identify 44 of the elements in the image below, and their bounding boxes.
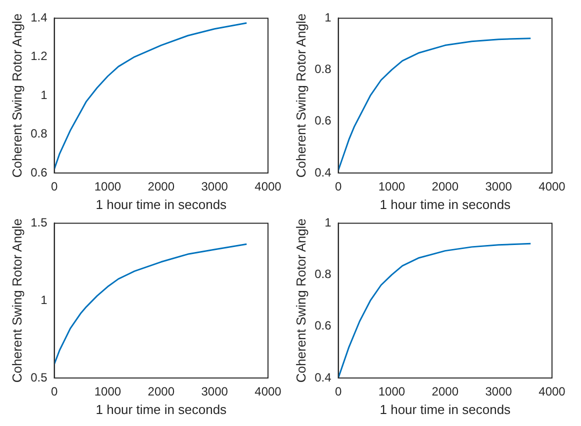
x-tick-label: 0: [50, 384, 58, 399]
y-tick-label: 0.8: [314, 267, 332, 282]
x-tick-label: 4000: [254, 180, 282, 194]
x-tick-label: 1000: [94, 180, 122, 194]
y-axis-title: Coherent Swing Rotor Angle: [293, 218, 308, 383]
y-tick-label: 0.6: [314, 114, 332, 128]
x-tick-label: 1000: [378, 384, 406, 399]
x-tick-label: 2000: [148, 180, 175, 194]
x-axis-title: 1 hour time in seconds: [96, 402, 228, 417]
x-tick-label: 1000: [94, 384, 122, 399]
y-tick-label: 1: [40, 292, 48, 307]
x-axis-title: 1 hour time in seconds: [96, 196, 228, 212]
y-tick-label: 0.6: [30, 165, 48, 180]
y-tick-label: 1.5: [30, 216, 48, 230]
x-tick-label: 0: [50, 180, 58, 194]
y-tick-label: 0.6: [314, 318, 332, 333]
y-tick-label: 0.8: [314, 62, 332, 76]
y-tick-label: 0.4: [314, 165, 332, 180]
x-tick-label: 0: [334, 180, 342, 194]
y-axis-title: Coherent Swing Rotor Angle: [9, 218, 24, 383]
y-tick-label: 0.8: [30, 126, 48, 141]
y-tick-label: 1.2: [30, 49, 48, 64]
x-tick-label: 2000: [432, 180, 459, 194]
x-axis-title: 1 hour time in seconds: [380, 402, 512, 417]
x-tick-label: 4000: [254, 384, 282, 399]
x-axis-title: 1 hour time in seconds: [380, 196, 512, 212]
x-tick-label: 3000: [201, 180, 228, 194]
y-tick-label: 1: [40, 88, 48, 102]
x-tick-label: 3000: [485, 384, 512, 399]
y-tick-label: 0.4: [314, 370, 332, 384]
y-tick-label: 1.4: [30, 10, 48, 25]
x-tick-label: 4000: [538, 384, 566, 399]
y-axis-title: Coherent Swing Rotor Angle: [293, 14, 308, 178]
y-tick-label: 0.5: [30, 370, 48, 384]
x-tick-label: 4000: [538, 180, 566, 194]
x-tick-label: 1000: [378, 180, 406, 194]
y-tick-label: 1: [324, 10, 332, 25]
x-tick-label: 0: [334, 384, 342, 399]
y-tick-label: 1: [324, 216, 332, 230]
x-tick-label: 3000: [485, 180, 512, 194]
x-tick-label: 2000: [432, 384, 459, 399]
x-tick-label: 2000: [148, 384, 175, 399]
y-axis-title: Coherent Swing Rotor Angle: [9, 14, 24, 178]
x-tick-label: 3000: [201, 384, 228, 399]
